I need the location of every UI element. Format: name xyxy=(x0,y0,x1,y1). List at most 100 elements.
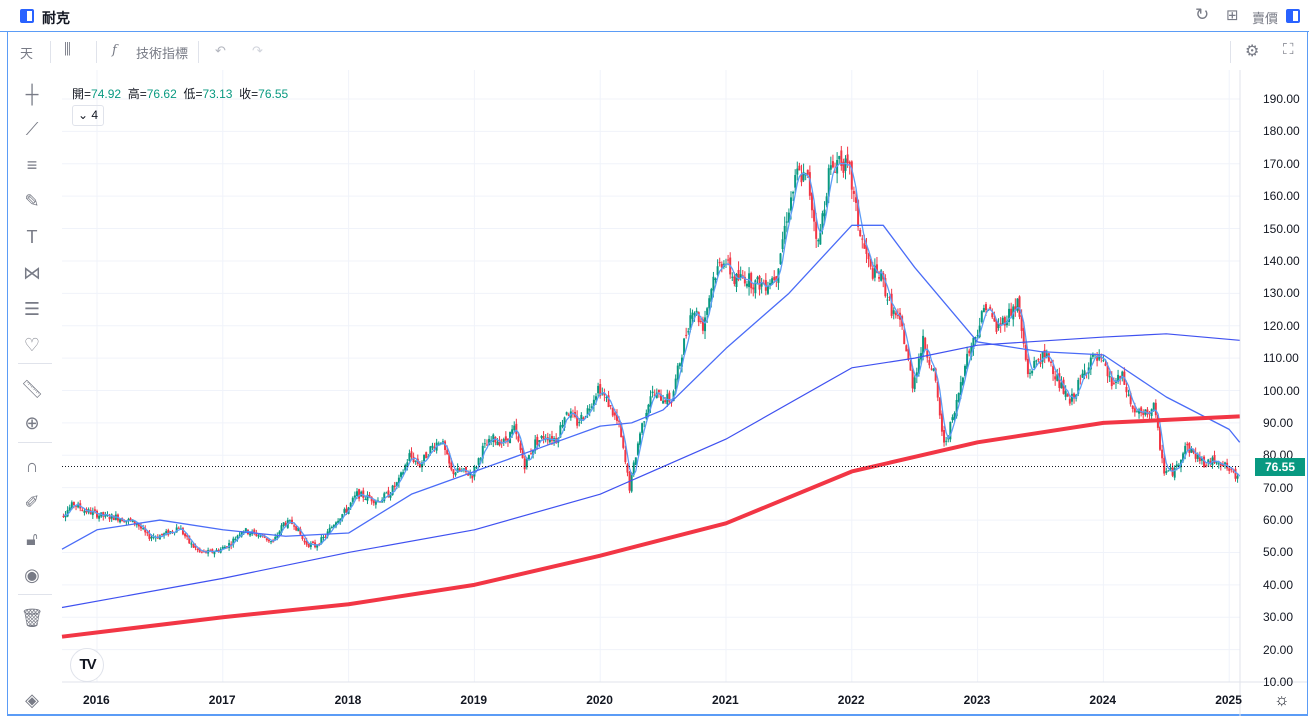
eye-icon[interactable]: ◉ xyxy=(24,565,40,585)
candle xyxy=(716,266,719,275)
fx-icon[interactable]: f xyxy=(112,43,117,58)
candle xyxy=(481,445,484,459)
time-axis-settings-icon[interactable]: ☼ xyxy=(1274,690,1290,709)
candle xyxy=(290,519,293,525)
candle xyxy=(848,161,851,166)
crosshair-icon[interactable]: ┼ xyxy=(25,84,39,104)
settings-icon[interactable]: ⚙ xyxy=(1245,43,1260,60)
candle xyxy=(259,535,262,537)
candle xyxy=(471,474,474,479)
candle xyxy=(831,161,834,168)
candle xyxy=(674,378,677,389)
candle xyxy=(517,436,520,442)
candle xyxy=(823,209,826,217)
panel-icon[interactable] xyxy=(20,9,34,23)
candle xyxy=(1159,426,1162,450)
candle xyxy=(75,505,78,507)
candle xyxy=(425,452,428,459)
ohlc-legend: 開=74.92 高=76.62 低=73.13 收=76.55 xyxy=(72,85,288,102)
text-icon[interactable]: T xyxy=(26,227,38,247)
candle xyxy=(1203,456,1206,468)
undo-icon[interactable]: ↶ xyxy=(215,43,226,58)
redo-icon[interactable]: ↷ xyxy=(252,43,263,58)
candle xyxy=(643,421,646,423)
candle xyxy=(1133,408,1136,413)
candle xyxy=(483,443,486,445)
grid-icon[interactable]: ⊞ xyxy=(1226,7,1239,24)
indicators-collapse-button[interactable]: ⌄ 4 xyxy=(72,105,104,126)
indicators-button[interactable]: 技術指標 xyxy=(136,46,189,61)
candle xyxy=(752,287,755,290)
candle xyxy=(785,221,788,223)
layers-icon[interactable]: ◈ xyxy=(25,690,39,710)
lock-pencil-icon[interactable]: ✐ xyxy=(24,492,40,512)
candle xyxy=(976,335,979,337)
candle xyxy=(1138,409,1141,414)
candle xyxy=(1070,393,1073,402)
candle xyxy=(993,318,996,322)
candle xyxy=(680,357,683,367)
ruler-icon[interactable]: 📏︎ xyxy=(20,379,44,399)
candle xyxy=(236,535,239,539)
candle xyxy=(221,546,224,549)
lock-icon[interactable]: 🔓︎ xyxy=(26,529,38,549)
candle xyxy=(534,439,537,451)
candle xyxy=(366,494,369,501)
candle xyxy=(972,337,975,350)
candle xyxy=(676,365,679,380)
candle xyxy=(863,243,866,249)
candle xyxy=(93,509,96,512)
sell-price-button[interactable]: 賣價 xyxy=(1252,11,1279,26)
candle xyxy=(645,412,648,419)
candle xyxy=(1039,360,1042,365)
candle xyxy=(647,404,650,416)
candle xyxy=(655,392,658,398)
candle xyxy=(550,436,553,441)
divider xyxy=(1230,41,1231,63)
candle xyxy=(1026,359,1029,375)
candle xyxy=(1142,411,1145,415)
candle xyxy=(1045,353,1048,358)
last-price-label: 76.55 xyxy=(1255,458,1305,476)
candle xyxy=(186,534,189,537)
price-axis-label: 190.00 xyxy=(1263,92,1300,106)
refresh-icon[interactable]: ↻ xyxy=(1195,5,1210,24)
candle xyxy=(1049,361,1052,363)
candle xyxy=(215,549,218,551)
candle xyxy=(710,289,713,302)
candle xyxy=(1209,461,1212,465)
brush-icon[interactable]: ✎ xyxy=(24,191,40,211)
candles-icon[interactable]: ⫼ xyxy=(64,41,71,58)
fib-icon[interactable]: ☰ xyxy=(23,299,41,319)
candle xyxy=(276,535,279,538)
candle xyxy=(341,514,344,520)
zoom-in-icon[interactable]: ⊕ xyxy=(24,413,40,433)
candle xyxy=(896,315,899,317)
candle xyxy=(135,524,138,526)
candle xyxy=(649,396,652,407)
candle xyxy=(842,161,845,173)
candle xyxy=(62,515,65,517)
trash-icon[interactable]: 🗑︎ xyxy=(20,608,44,628)
panel-icon[interactable] xyxy=(1286,9,1300,23)
candle xyxy=(559,425,562,438)
interval-button[interactable]: 天 xyxy=(20,46,34,61)
candle xyxy=(353,495,356,498)
moving-average-mid-line xyxy=(61,224,1241,550)
magnet-icon[interactable]: ∩ xyxy=(25,456,39,476)
candle xyxy=(861,238,864,240)
price-axis-label: 20.00 xyxy=(1263,642,1294,657)
candle xyxy=(1047,353,1050,362)
parallel-lines-icon[interactable]: ≡ xyxy=(26,155,38,175)
heart-icon[interactable]: ♡ xyxy=(23,335,41,355)
fullscreen-icon[interactable]: ⛶ xyxy=(1283,41,1294,58)
candle xyxy=(1003,317,1006,326)
pattern-icon[interactable]: ⋈ xyxy=(23,263,41,283)
candle xyxy=(1205,464,1208,466)
trendline-icon[interactable]: ⟋ xyxy=(25,119,39,139)
tradingview-logo[interactable]: TV xyxy=(70,648,104,682)
candle xyxy=(1219,462,1222,466)
candle xyxy=(488,438,491,446)
high-label: 高= xyxy=(127,87,147,101)
